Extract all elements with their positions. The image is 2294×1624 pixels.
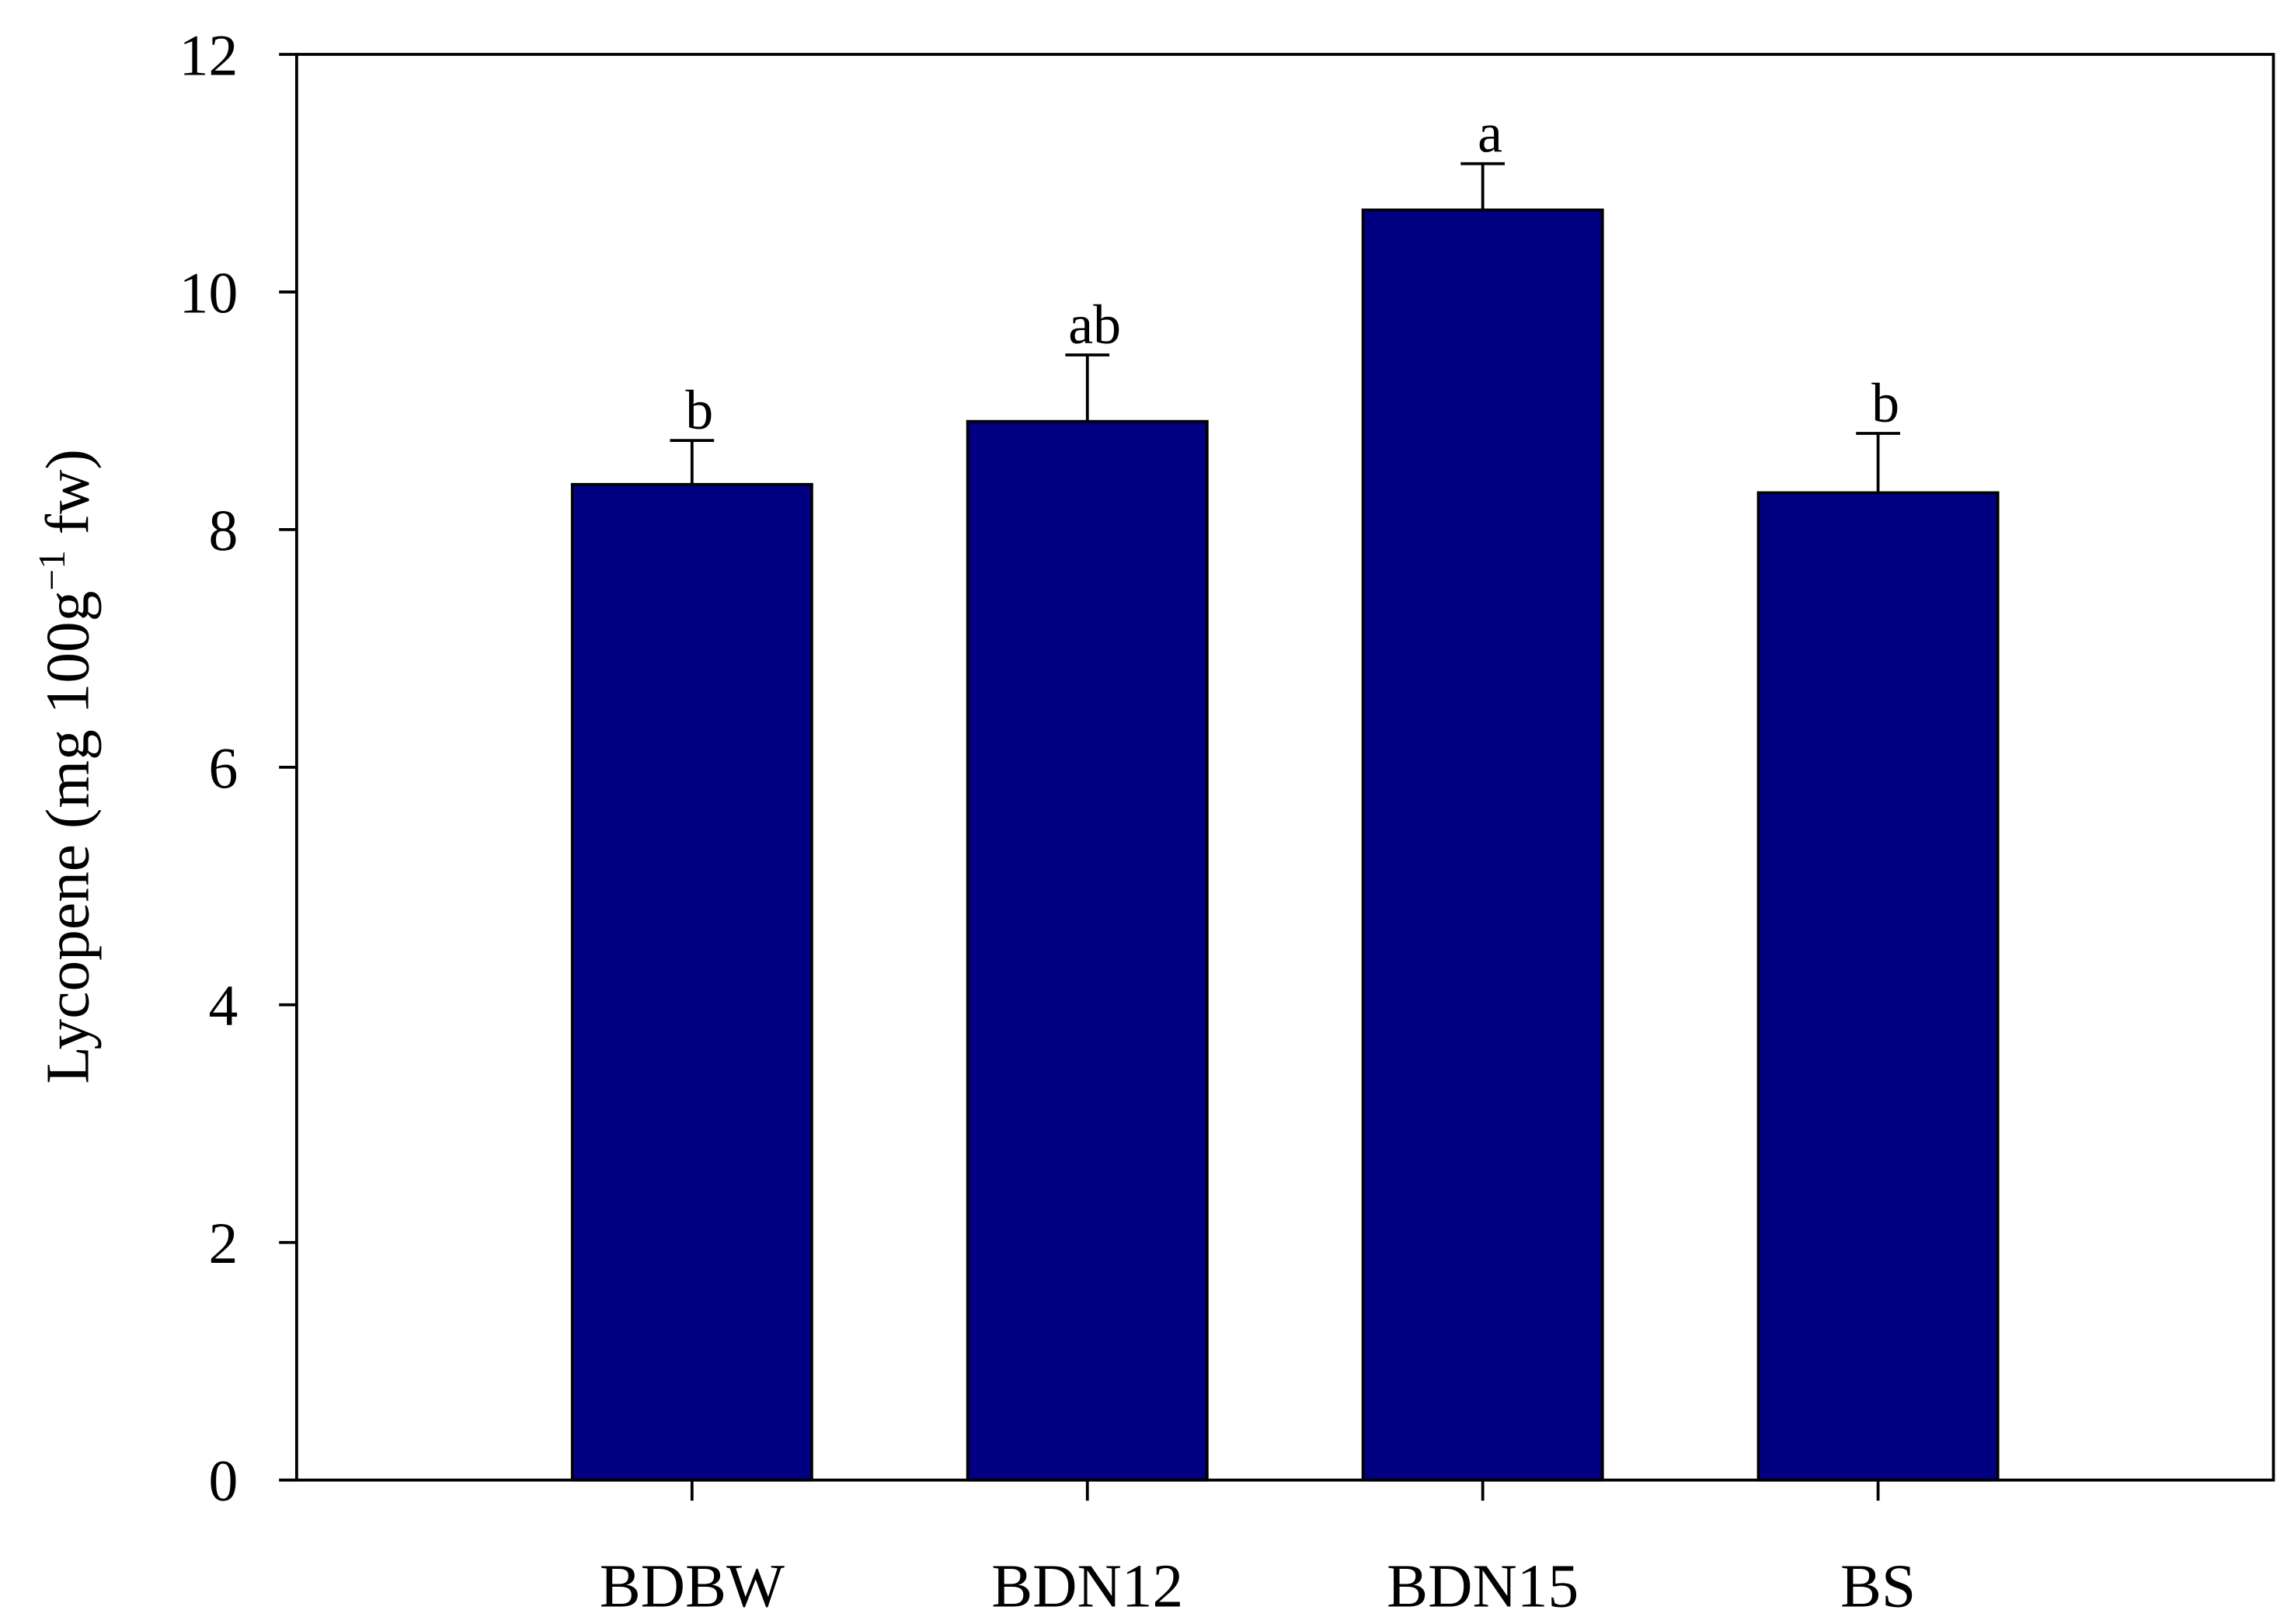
x-tick-label: BDBW xyxy=(600,1552,785,1620)
y-label-end: fw) xyxy=(33,449,102,550)
significance-letter: a xyxy=(1478,103,1502,165)
y-tick-label: 0 xyxy=(208,1449,238,1514)
y-tick-label: 6 xyxy=(208,736,238,801)
x-tick-label: BDN15 xyxy=(1387,1552,1579,1620)
y-axis-label: Lycopene (mg 100g−1 fw) xyxy=(30,449,102,1083)
y-tick-label: 2 xyxy=(208,1212,238,1276)
y-label-main: Lycopene (mg 100g xyxy=(33,591,102,1084)
bar xyxy=(966,419,1209,1482)
significance-letter: b xyxy=(1871,372,1899,434)
bar xyxy=(1756,491,2000,1482)
x-tick-label: BDN12 xyxy=(991,1552,1183,1620)
y-tick-label: 12 xyxy=(179,23,238,88)
significance-letter: b xyxy=(685,379,713,441)
x-tick-label: BS xyxy=(1840,1552,1916,1620)
significance-letter: ab xyxy=(1068,294,1121,356)
y-tick-label: 10 xyxy=(179,261,238,325)
y-tick-label: 4 xyxy=(208,974,238,1038)
bar xyxy=(1361,208,1604,1482)
y-label-sup: −1 xyxy=(30,550,73,590)
bar xyxy=(570,482,813,1482)
y-tick-label: 8 xyxy=(208,499,238,563)
